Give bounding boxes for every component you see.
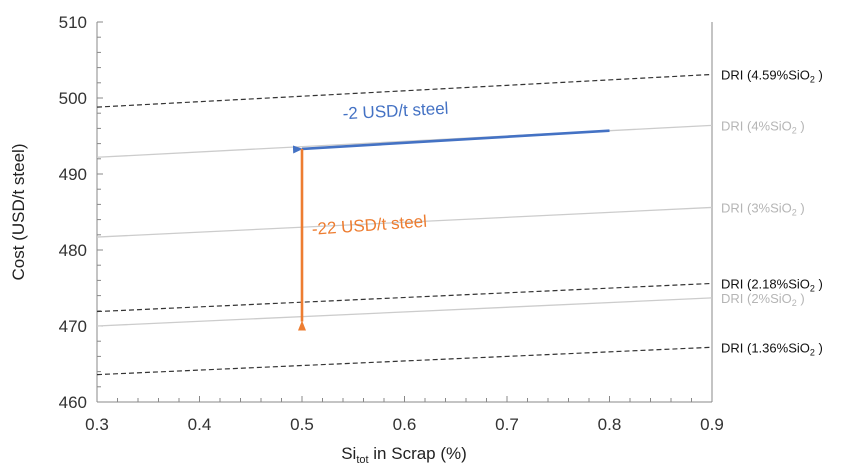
x-axis-title-rest: in Scrap (%): [369, 444, 467, 463]
y-tick-labels: 460 470 480 490 500 510: [59, 13, 87, 412]
series-label: DRI (3%SiO2 ): [721, 200, 805, 217]
series-label: DRI (1.36%SiO2 ): [721, 340, 823, 357]
series-label-sub: 2: [810, 347, 815, 357]
series-label-main: DRI (2.18%SiO: [721, 276, 810, 291]
series-line: [96, 73, 713, 108]
x-tick-label: 0.7: [495, 415, 519, 434]
series-label-end: ): [815, 67, 823, 82]
series-label-end: ): [797, 291, 805, 306]
annotation-label: -22 USD/t steel: [311, 212, 427, 239]
minor-ticks: [96, 21, 713, 403]
series-label-end: ): [797, 200, 805, 215]
y-tick-label: 470: [59, 317, 87, 336]
series-label-end: ): [797, 118, 805, 133]
series-lines: [96, 73, 713, 376]
series-label-main: DRI (3%SiO: [721, 200, 792, 215]
series-label-main: DRI (4%SiO: [721, 118, 792, 133]
series-label-sub: 2: [792, 298, 797, 308]
x-axis-title: Sitot in Scrap (%): [341, 444, 467, 465]
series-line: [96, 297, 713, 327]
annotation-label: -2 USD/t steel: [342, 99, 449, 124]
series-line: [96, 124, 713, 158]
x-tick-label: 0.4: [188, 415, 212, 434]
x-tick-label: 0.9: [700, 415, 724, 434]
series-label: DRI (2.18%SiO2 ): [721, 276, 823, 293]
series-label-sub: 2: [810, 283, 815, 293]
y-tick-label: 500: [59, 89, 87, 108]
series-label-sub: 2: [810, 74, 815, 84]
x-tick-label: 0.6: [393, 415, 417, 434]
series-label-sub: 2: [792, 207, 797, 217]
series-label-end: ): [815, 276, 823, 291]
series-label: DRI (2%SiO2 ): [721, 291, 805, 308]
x-axis-title-sub: tot: [356, 454, 368, 465]
x-tick-labels: 0.3 0.4 0.5 0.6 0.7 0.8 0.9: [85, 415, 724, 434]
x-tick-label: 0.3: [85, 415, 109, 434]
y-axis-title: Cost (USD/t steel): [9, 144, 28, 281]
annotation-arrow: [292, 129, 610, 154]
series-label-main: DRI (1.36%SiO: [721, 340, 810, 355]
series-labels: DRI (4.59%SiO2 )DRI (4%SiO2 )DRI (3%SiO2…: [721, 67, 823, 357]
annotations: -2 USD/t steel -22 USD/t steel: [292, 99, 610, 331]
series-label: DRI (4%SiO2 ): [721, 118, 805, 135]
series-line: [96, 206, 713, 238]
x-tick-label: 0.8: [598, 415, 622, 434]
series-line: [96, 282, 713, 313]
series-label-main: DRI (4.59%SiO: [721, 67, 810, 82]
series-label: DRI (4.59%SiO2 ): [721, 67, 823, 84]
y-tick-label: 510: [59, 13, 87, 32]
y-tick-label: 460: [59, 393, 87, 412]
x-tick-label: 0.5: [290, 415, 314, 434]
x-axis-title-main: Si: [341, 444, 356, 463]
y-tick-label: 480: [59, 241, 87, 260]
y-tick-label: 490: [59, 165, 87, 184]
series-label-main: DRI (2%SiO: [721, 291, 792, 306]
series-label-end: ): [815, 340, 823, 355]
series-label-sub: 2: [792, 125, 797, 135]
series-line: [96, 346, 713, 376]
